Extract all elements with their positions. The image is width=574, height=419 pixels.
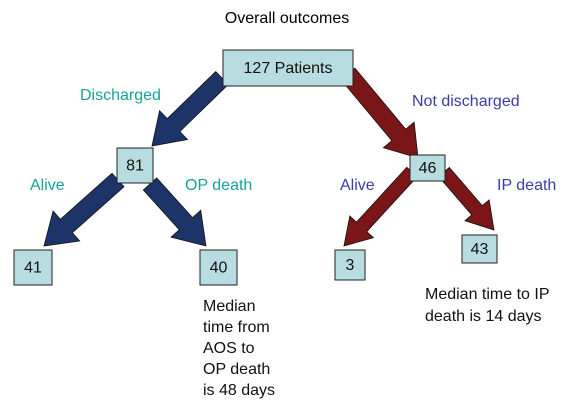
note-line: Median time to IP (425, 286, 550, 303)
note-line: Median (203, 298, 255, 315)
edge-label: IP death (497, 177, 556, 194)
node-box (116, 147, 154, 184)
note-line: AOS to (203, 340, 255, 357)
node-label: 81 (126, 158, 144, 175)
edge-label: Not discharged (412, 93, 520, 110)
edge-label: Alive (340, 177, 375, 194)
title: Overall outcomes (225, 10, 350, 27)
node-label: 43 (471, 241, 489, 258)
note-line: time from (203, 319, 270, 336)
arrow (340, 67, 419, 159)
edge-label: Alive (30, 177, 65, 194)
node-label: 46 (419, 160, 437, 177)
arrow (151, 70, 229, 147)
arrow (438, 166, 495, 231)
node-box (461, 234, 498, 264)
node-label: 3 (346, 257, 355, 274)
node-box (222, 49, 354, 87)
edge-label: OP death (185, 177, 252, 194)
note-line: death is 14 days (425, 308, 542, 325)
arrow (142, 177, 207, 247)
node-box (13, 249, 53, 286)
arrow (43, 172, 125, 247)
node-box (409, 154, 446, 182)
node-label: 41 (24, 260, 42, 277)
node-box (334, 249, 366, 281)
note-line: OP death (203, 361, 270, 378)
note-line: is 48 days (203, 382, 275, 399)
node-label: 127 Patients (244, 60, 333, 77)
edge-label: Discharged (80, 87, 161, 104)
node-box (199, 249, 238, 286)
node-label: 40 (210, 260, 228, 277)
arrow (343, 166, 418, 247)
